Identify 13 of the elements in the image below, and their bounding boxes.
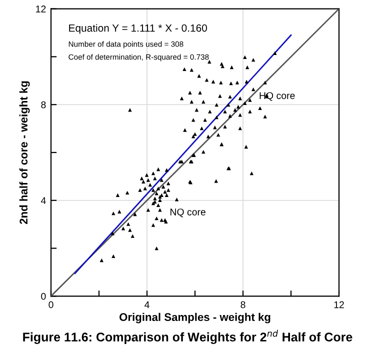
y-tick-label: 4 — [40, 197, 46, 204]
x-axis-title: Original Samples - weight kg — [120, 312, 270, 324]
text: Figure 11.6: Comparison of Weights for 2$^{nd}$ Half of Core — [23, 330, 352, 344]
x-tick-label: 12 — [334, 301, 344, 308]
x-tick-label: 4 — [144, 301, 150, 308]
x-tick-label: 0 — [48, 301, 54, 308]
x-tick-label: 8 — [240, 301, 246, 308]
annotation: Equation Y = 1.111 * X - 0.160 — [69, 24, 207, 34]
y-axis-title: 2nd half of core - weight kg — [19, 81, 30, 224]
y-tick-label: 8 — [41, 101, 46, 108]
y-tick-label: 0 — [41, 292, 46, 300]
annotation: NQ core — [170, 208, 206, 218]
y-tick-label: 12 — [36, 6, 46, 12]
